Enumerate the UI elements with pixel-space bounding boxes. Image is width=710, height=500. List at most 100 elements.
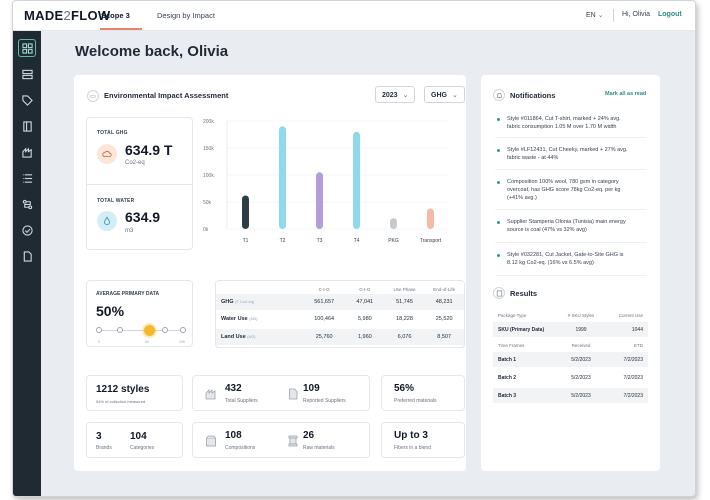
table-header-cell: G-t-G xyxy=(359,286,371,292)
tag-icon xyxy=(21,94,33,106)
sidebar-item-factories[interactable] xyxy=(18,143,36,161)
sidebar-item-tags[interactable] xyxy=(18,91,36,109)
fibers-value: Up to 3 xyxy=(394,430,428,441)
logo[interactable]: MADE2FLOW xyxy=(24,8,110,23)
totals-box: TOTAL GHG 634.9 T Co2-eq TOTAL WATER 634… xyxy=(86,117,193,250)
year-select[interactable]: 2023 ⌄ xyxy=(375,86,416,103)
notification-item[interactable]: Style #LF12431, Cut Cheeky, marked + 27%… xyxy=(507,146,652,162)
brands-label: Brands xyxy=(96,445,112,451)
table-row[interactable]: Batch 1 5/2/2023 7/2/2023 xyxy=(493,352,648,367)
fibers-stat[interactable]: Up to 3 Fibers in a blend xyxy=(381,422,465,458)
notification-text: 8.12 kg Co2-eq. (16% vs 6.5% avg) xyxy=(507,260,594,266)
results-header-row: Time Frames Received ETD xyxy=(493,338,648,353)
table-cell: SKU (Primary Data) xyxy=(498,326,545,333)
divider xyxy=(613,9,614,22)
total-ghg-unit: Co2-eq xyxy=(125,160,145,166)
logo-text-tail: FLOW xyxy=(71,8,111,23)
table-header-cell: Time Frames xyxy=(498,343,525,348)
preferred-materials-stat[interactable]: 56% Preferred materials xyxy=(381,375,465,411)
year-select-value: 2023 xyxy=(382,92,398,99)
bar-pkg[interactable] xyxy=(390,218,397,229)
y-tick-label: 0k xyxy=(203,227,209,233)
active-tab-indicator xyxy=(100,28,142,30)
app-window: MADE2FLOW Scope 3 Design by Impact EN ⌄ … xyxy=(12,0,696,497)
impact-bar-chart: 200k 150k 100k 50k 0k T1 T2 T3 T4 PKG Transport xyxy=(203,119,449,244)
table-row[interactable]: Water Use (M3) 100,464 5,980 18,228 25,5… xyxy=(216,311,464,327)
y-tick-label: 50k xyxy=(203,200,212,206)
sidebar-item-layers[interactable] xyxy=(18,65,36,83)
table-cell: 5,980 xyxy=(357,316,372,322)
chevron-down-icon: ⌄ xyxy=(451,92,458,99)
table-header-cell: End-of-Life xyxy=(433,286,456,292)
primary-data-box: AVERAGE PRIMARY DATA 50% 0 50 100 xyxy=(86,280,193,347)
slider-tick-label: 100 xyxy=(179,340,185,344)
tab-design-by-impact[interactable]: Design by Impact xyxy=(157,11,215,20)
compositions-stat[interactable]: 108 Compositions 26 Raw materials xyxy=(192,422,370,458)
primary-data-label: AVERAGE PRIMARY DATA xyxy=(96,291,160,297)
table-cell: 48,231 xyxy=(435,299,453,305)
notification-item[interactable]: Style #032281, Cut Jacket, Gate-to-Site … xyxy=(507,251,652,267)
table-cell: 7/2/2023 xyxy=(623,374,643,381)
primary-data-slider-knob[interactable] xyxy=(144,325,155,336)
results-header-row: Package Type # SKU Styles Current Use xyxy=(493,308,648,323)
x-tick-label: PKG xyxy=(388,238,399,244)
notification-text: Composition 100% wool, 780 gsm in catego… xyxy=(507,179,619,185)
table-cell: 1,960 xyxy=(357,334,372,340)
assessment-icon: ▭ xyxy=(87,90,99,102)
row-label-text: Land Use xyxy=(221,334,246,340)
table-cell: 51,745 xyxy=(396,299,413,305)
table-header-cell: Current Use xyxy=(618,313,643,318)
table-header-cell: Received xyxy=(571,343,591,348)
table-row[interactable]: SKU (Primary Data) 1999 1044 xyxy=(493,322,648,337)
styles-stat[interactable]: 1212 styles 54% of collection measured xyxy=(86,375,183,411)
compositions-value: 108 xyxy=(225,430,242,441)
sidebar-item-compliance[interactable] xyxy=(18,221,36,239)
sidebar-item-catalog[interactable] xyxy=(18,117,36,135)
notification-item[interactable]: Supplier Stamperia Olonia (Tunisia) main… xyxy=(507,218,652,234)
page-title: Welcome back, Olivia xyxy=(75,43,229,60)
x-tick-label: T4 xyxy=(354,238,360,244)
fibers-label: Fibers in a blend xyxy=(394,445,431,451)
table-cell: 47,041 xyxy=(356,299,374,305)
table-row[interactable]: Batch 3 5/2/2023 7/2/2023 xyxy=(493,388,648,403)
preferred-materials-label: Preferred materials xyxy=(394,398,437,404)
table-cell: 6,076 xyxy=(397,334,412,340)
bar-t2[interactable] xyxy=(279,126,286,229)
mark-all-read-link[interactable]: Mark all as read xyxy=(605,91,647,97)
unread-dot xyxy=(497,254,500,257)
language-label: EN xyxy=(586,12,596,19)
reported-suppliers-value: 109 xyxy=(303,383,320,394)
table-row[interactable]: GHG (T Co2-eq) 561,657 47,041 51,745 48,… xyxy=(216,294,464,310)
language-select[interactable]: EN ⌄ xyxy=(586,11,604,19)
sidebar-item-documents[interactable] xyxy=(18,247,36,265)
divider xyxy=(87,184,192,185)
metric-select[interactable]: GHG ⌄ xyxy=(424,86,465,103)
notification-item[interactable]: Composition 100% wool, 780 gsm in catego… xyxy=(507,178,652,202)
tab-scope-3[interactable]: Scope 3 xyxy=(101,11,130,20)
sidebar xyxy=(13,31,41,496)
table-row[interactable]: Batch 2 5/2/2023 7/2/2023 xyxy=(493,370,648,385)
top-bar: MADE2FLOW Scope 3 Design by Impact EN ⌄ … xyxy=(13,1,695,31)
table-row[interactable]: Land Use (M2) 25,760 1,960 6,076 8,507 xyxy=(216,329,464,345)
logout-link[interactable]: Logout xyxy=(658,11,682,18)
sidebar-item-routes[interactable] xyxy=(18,195,36,213)
notification-text: overcoat, has GHG score 78kg Co2-eq. per… xyxy=(507,187,621,193)
suppliers-stat[interactable]: 432 Total Suppliers 109 Reported Supplie… xyxy=(192,375,370,411)
bar-t1[interactable] xyxy=(242,195,249,229)
y-tick-label: 100k xyxy=(203,173,214,179)
table-cell: 561,657 xyxy=(314,299,335,305)
notification-item[interactable]: Style #011864, Cut T-shirt, marked + 24%… xyxy=(507,115,652,131)
total-suppliers-label: Total Suppliers xyxy=(225,398,258,404)
total-ghg-value: 634.9 T xyxy=(125,142,173,158)
sidebar-item-lists[interactable] xyxy=(18,169,36,187)
table-cell: 7/2/2023 xyxy=(623,356,643,363)
bar-t3[interactable] xyxy=(316,172,323,229)
unread-dot xyxy=(497,221,500,224)
sidebar-item-dashboard[interactable] xyxy=(18,39,36,57)
notification-text: (+41% avg.) xyxy=(507,195,537,201)
brands-categories-stat[interactable]: 3 Brands 104 Categories xyxy=(86,422,183,458)
factory-icon xyxy=(205,389,216,400)
route-icon xyxy=(22,199,32,209)
bar-t4[interactable] xyxy=(353,131,360,229)
bar-transport[interactable] xyxy=(427,208,434,229)
